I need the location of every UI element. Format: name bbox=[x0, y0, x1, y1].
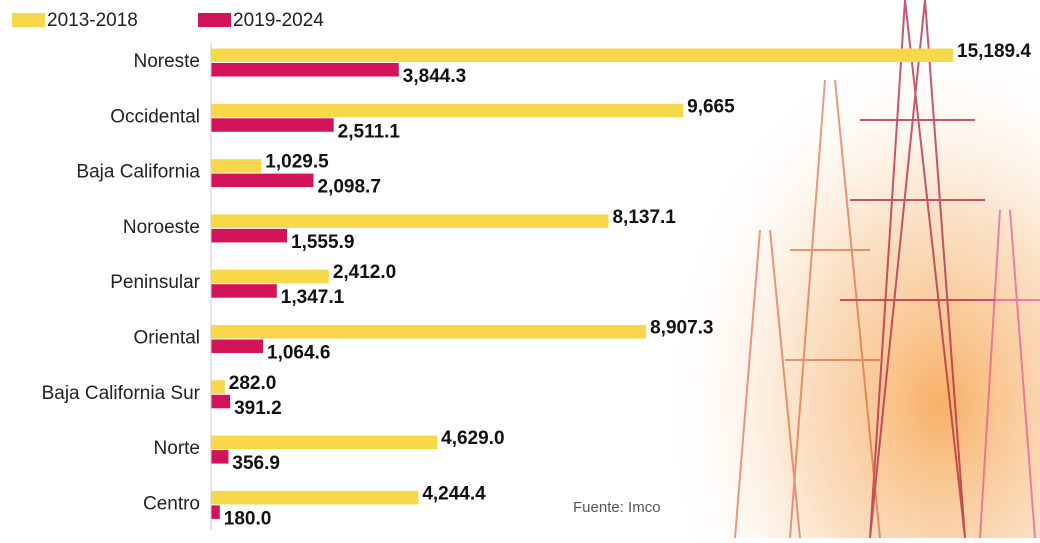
value-label: 180.0 bbox=[224, 508, 272, 529]
category-label: Noroeste bbox=[123, 217, 200, 238]
bar bbox=[211, 270, 329, 284]
bar bbox=[211, 340, 263, 354]
value-label: 1,555.9 bbox=[291, 232, 354, 253]
category-label: Oriental bbox=[133, 328, 200, 349]
value-label: 1,064.6 bbox=[267, 343, 330, 364]
bar bbox=[211, 214, 608, 228]
background-illustration bbox=[640, 0, 1040, 538]
value-label: 356.9 bbox=[232, 453, 280, 474]
bar bbox=[211, 325, 646, 339]
bar bbox=[211, 436, 437, 450]
bar bbox=[211, 380, 225, 394]
category-label: Noreste bbox=[133, 51, 200, 72]
legend-label: 2013-2018 bbox=[47, 10, 138, 31]
category-label: Norte bbox=[154, 438, 200, 459]
page: {"chart_data": {"type": "bar", "categori… bbox=[0, 0, 1040, 538]
bar bbox=[211, 284, 277, 298]
bar bbox=[211, 450, 228, 464]
chart: 2013-2018 2019-2024 Noreste 15,189.4 3,844.3… bbox=[0, 0, 1040, 538]
bar bbox=[211, 174, 314, 188]
value-label: 4,244.4 bbox=[422, 483, 486, 504]
category-label: Baja California bbox=[76, 162, 200, 183]
value-label: 15,189.4 bbox=[957, 41, 1031, 62]
value-label: 1,029.5 bbox=[265, 152, 329, 173]
value-label: 1,347.1 bbox=[281, 287, 345, 308]
value-label: 391.2 bbox=[234, 398, 282, 419]
category-label: Centro bbox=[143, 493, 200, 514]
bar bbox=[211, 118, 334, 132]
category-label: Peninsular bbox=[110, 272, 200, 293]
bar bbox=[211, 104, 683, 118]
legend-swatch bbox=[12, 13, 45, 27]
value-label: 4,629.0 bbox=[441, 428, 504, 449]
value-label: 3,844.3 bbox=[403, 66, 466, 87]
bar bbox=[211, 229, 287, 243]
bar bbox=[211, 491, 418, 505]
value-label: 8,907.3 bbox=[650, 318, 713, 339]
legend-label: 2019-2024 bbox=[233, 10, 324, 31]
bar bbox=[211, 63, 399, 77]
bar bbox=[211, 49, 953, 63]
bar bbox=[211, 395, 230, 409]
category-label: Occidental bbox=[110, 106, 200, 127]
value-label: 2,412.0 bbox=[333, 262, 396, 283]
legend-swatch bbox=[198, 13, 231, 27]
value-label: 2,098.7 bbox=[318, 177, 381, 198]
category-label: Baja California Sur bbox=[42, 383, 201, 404]
value-label: 8,137.1 bbox=[612, 207, 676, 228]
value-label: 2,511.1 bbox=[338, 121, 401, 142]
value-label: 282.0 bbox=[229, 373, 277, 394]
bar bbox=[211, 159, 261, 173]
value-label: 9,665 bbox=[687, 96, 735, 117]
bar bbox=[211, 505, 220, 519]
source-note: Fuente: Imco bbox=[573, 499, 661, 516]
